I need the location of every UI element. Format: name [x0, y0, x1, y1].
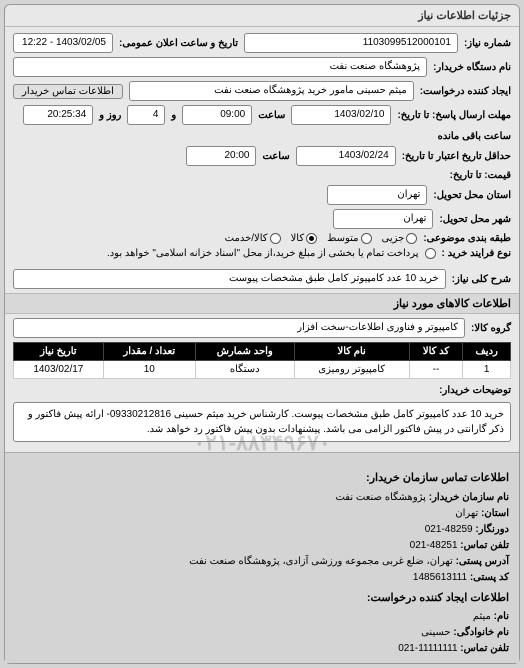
- contact-addr: تهران، ضلع غربی مجموعه ورزشی آزادی، پژوه…: [189, 556, 453, 567]
- contact-block: ۰۲۱-۸۸۳۴۹۶۷۰ اطلاعات تماس سازمان خریدار:…: [5, 452, 519, 663]
- table-row: 1--کامپیوتر رومیزیدستگاه101403/02/17: [14, 361, 511, 379]
- table-cell: 1: [463, 361, 511, 379]
- contact-name-label: نام:: [494, 611, 509, 622]
- table-cell: کامپیوتر رومیزی: [294, 361, 409, 379]
- general-desc-label: شرح کلی نیاز:: [452, 274, 511, 285]
- radio-small[interactable]: [406, 233, 417, 244]
- desc-label: توضیحات خریدار:: [439, 385, 511, 396]
- goods-section-title: اطلاعات کالاهای مورد نیاز: [5, 293, 519, 314]
- contact-org: پژوهشگاه صنعت نفت: [335, 492, 426, 503]
- creator-field: میثم حسینی مامور خرید پژوهشگاه صنعت نفت: [129, 81, 414, 101]
- radio-small-label: جزیی: [382, 233, 405, 244]
- contact-lname: حسینی: [421, 627, 450, 638]
- deadline-reply-date: 1403/02/10: [291, 105, 391, 125]
- radio-all[interactable]: [306, 233, 317, 244]
- delivery-city-label: شهر محل تحویل:: [439, 214, 511, 225]
- contact-fax: 48259-021: [425, 524, 473, 535]
- request-no-field: 1103099512000101: [244, 33, 458, 53]
- buy-process-note: پرداخت تمام یا بخشی از مبلغ خرید،از محل …: [107, 248, 419, 259]
- contact-tel: 48251-021: [410, 540, 458, 551]
- delivery-city-field: تهران: [333, 209, 433, 229]
- radio-svc[interactable]: [270, 233, 281, 244]
- goods-group-field: کامپیوتر و فناوری اطلاعات-سخت افزار: [13, 318, 465, 338]
- subject-cat-label: طبقه بندی موضوعی:: [423, 233, 511, 244]
- desc-text: خرید 10 عدد کامپیوتر کامل طبق مشخصات پیو…: [13, 402, 511, 442]
- buy-process-radio[interactable]: [425, 248, 436, 259]
- ann-date-label: تاریخ و ساعت اعلان عمومی:: [119, 38, 238, 49]
- contact-hdr2: اطلاعات ایجاد کننده درخواست:: [15, 590, 509, 608]
- table-header: ردیف: [463, 343, 511, 361]
- price-label: قیمت: تا تاریخ:: [450, 170, 511, 181]
- table-cell: 10: [103, 361, 195, 379]
- table-cell: دستگاه: [195, 361, 294, 379]
- buy-process-label: نوع فرایند خرید :: [442, 248, 511, 259]
- org-field: پژوهشگاه صنعت نفت: [13, 57, 427, 77]
- time-label-1: ساعت: [258, 110, 285, 121]
- ann-date-field: 1403/02/05 - 12:22: [13, 33, 113, 53]
- contact-zip: 1485613111: [413, 572, 467, 583]
- contact-province: تهران: [455, 508, 478, 519]
- delivery-province-label: استان محل تحویل:: [433, 190, 511, 201]
- contact-fax-label: دورنگار:: [475, 524, 509, 535]
- contact-lname-label: نام خانوادگی:: [453, 627, 509, 638]
- days-remain: 4: [127, 105, 165, 125]
- contact-hdr1: اطلاعات تماس سازمان خریدار:: [15, 470, 509, 488]
- contact-tel2: 11111111-021: [398, 643, 457, 654]
- delivery-province-field: تهران: [327, 185, 427, 205]
- deadline-reply-time: 09:00: [182, 105, 252, 125]
- table-header: واحد شمارش: [195, 343, 294, 361]
- time-remain: 20:25:34: [23, 105, 93, 125]
- deadline-reply-label: مهلت ارسال پاسخ: تا تاریخ:: [397, 110, 511, 121]
- contact-zip-label: کد پستی:: [470, 572, 509, 583]
- time-remain-label: ساعت باقی مانده: [438, 131, 511, 142]
- valid-until-time: 20:00: [186, 146, 256, 166]
- goods-table: ردیفکد کالانام کالاواحد شمارشتعداد / مقد…: [13, 342, 511, 379]
- table-header: تعداد / مقدار: [103, 343, 195, 361]
- radio-svc-label: کالا/خدمت: [225, 233, 268, 244]
- radio-med-label: متوسط: [327, 233, 358, 244]
- contact-tel-label: تلفن تماس:: [460, 540, 509, 551]
- contact-name: میثم: [473, 611, 491, 622]
- valid-until-date: 1403/02/24: [296, 146, 396, 166]
- table-header: تاریخ نیاز: [14, 343, 104, 361]
- panel-title: جزئیات اطلاعات نیاز: [5, 5, 519, 27]
- table-cell: 1403/02/17: [14, 361, 104, 379]
- radio-all-label: کالا: [291, 233, 305, 244]
- subject-cat-radios: جزیی متوسط کالا کالا/خدمت: [225, 233, 418, 244]
- valid-until-label: حداقل تاریخ اعتبار تا تاریخ:: [402, 151, 511, 162]
- table-header: نام کالا: [294, 343, 409, 361]
- time-label-2: ساعت: [262, 151, 289, 162]
- contact-province-label: استان:: [481, 508, 509, 519]
- goods-group-label: گروه کالا:: [471, 323, 511, 334]
- request-no-label: شماره نیاز:: [464, 38, 511, 49]
- contact-org-label: نام سازمان خریدار:: [429, 492, 509, 503]
- creator-label: ایجاد کننده درخواست:: [420, 86, 511, 97]
- contact-button[interactable]: اطلاعات تماس خریدار: [13, 84, 123, 99]
- contact-addr-label: آدرس پستی:: [456, 556, 509, 567]
- radio-med[interactable]: [361, 233, 372, 244]
- and-label: و: [171, 110, 176, 121]
- org-label: نام دستگاه خریدار:: [433, 62, 511, 73]
- table-header: کد کالا: [409, 343, 463, 361]
- contact-tel2-label: تلفن تماس:: [460, 643, 509, 654]
- days-remain-label: روز و: [99, 110, 121, 121]
- table-cell: --: [409, 361, 463, 379]
- general-desc-field: خرید 10 عدد کامپیوتر کامل طبق مشخصات پیو…: [13, 269, 446, 289]
